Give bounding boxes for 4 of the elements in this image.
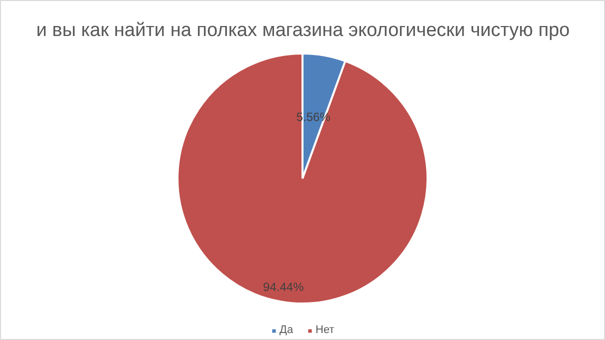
data-label: 94.44% <box>263 280 304 294</box>
legend-label: Нет <box>316 324 336 336</box>
chart-title: и вы как найти на полках магазина экологически чистую про <box>36 20 570 41</box>
legend-label: Да <box>280 324 294 336</box>
